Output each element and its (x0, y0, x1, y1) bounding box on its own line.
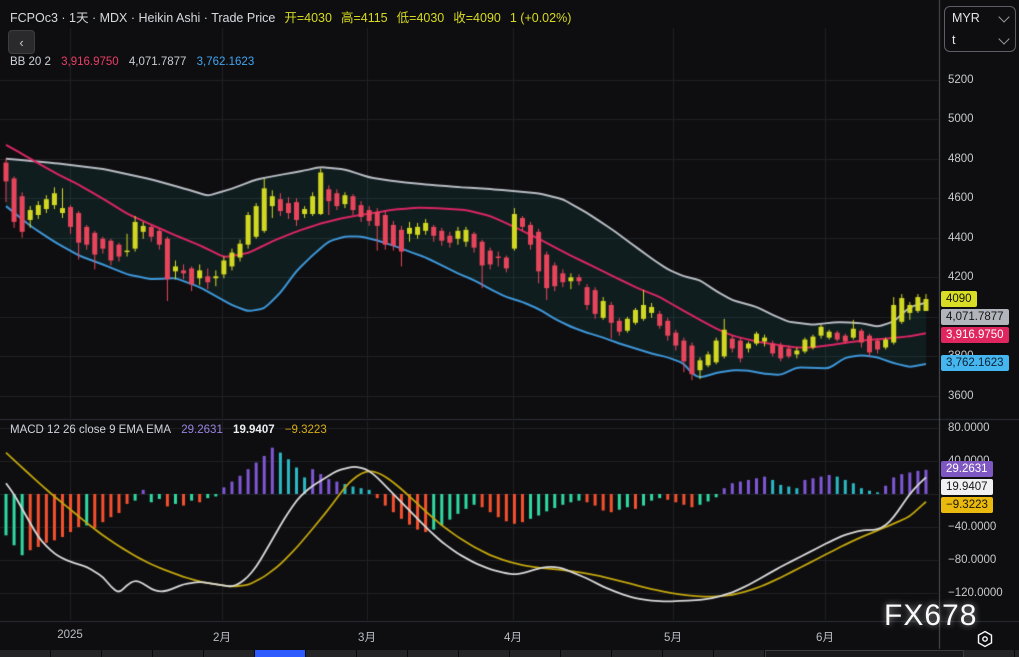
price-axis-label: 3600 (948, 390, 974, 402)
strip-tile[interactable] (459, 650, 510, 657)
macd-axis-label: −80.0000 (948, 554, 996, 566)
price-axis-label: 4800 (948, 153, 974, 165)
macd-label: MACD 12 26 close 9 EMA EMA (10, 424, 171, 436)
price-axis-label: 4200 (948, 271, 974, 283)
unit-value: t (952, 33, 955, 47)
watermark-text: FX678 (884, 599, 977, 632)
strip-tile[interactable] (612, 650, 663, 657)
strip-tile[interactable] (964, 650, 1015, 657)
macd-hist-value: 29.2631 (181, 424, 223, 436)
chart-header: FCPOc3 · 1天 · MDX · Heikin Ashi · Trade … (10, 7, 571, 26)
strip-tile-active[interactable] (255, 650, 306, 657)
bb-indicator-row[interactable]: BB 20 2 3,916.9750 4,071.7877 3,762.1623 (10, 56, 261, 68)
price-axis-label: 5000 (948, 113, 974, 125)
bb-upper-badge: 4,071.7877 (941, 309, 1009, 325)
strip-tile[interactable] (1015, 650, 1019, 657)
bb-lower-badge: 3,762.1623 (941, 355, 1009, 371)
strip-tile[interactable] (714, 650, 765, 657)
time-axis-label: 2025 (57, 629, 83, 641)
price-axis-label: 5200 (948, 74, 974, 86)
macd-signal-value: −9.3223 (285, 424, 327, 436)
strip-tile[interactable] (51, 650, 102, 657)
trading-chart-window: FCPOc3 · 1天 · MDX · Heikin Ashi · Trade … (0, 0, 1019, 657)
currency-dropdown[interactable]: MYR (945, 7, 1015, 29)
strip-tile[interactable] (408, 650, 459, 657)
last-price-badge: 4090 (941, 291, 977, 307)
time-axis-label: 3月 (358, 629, 376, 645)
macd-line-value: 19.9407 (233, 424, 275, 436)
unit-dropdown[interactable]: t (945, 29, 1015, 51)
strip-tile[interactable] (153, 650, 204, 657)
bb-label: BB 20 2 (10, 56, 51, 68)
back-button[interactable]: ‹ (8, 30, 35, 54)
strip-tile[interactable] (0, 650, 51, 657)
strip-tile[interactable] (357, 650, 408, 657)
strip-tile[interactable] (663, 650, 714, 657)
macd-hist-badge: 29.2631 (941, 461, 993, 477)
macd-signal-badge: −9.3223 (941, 497, 993, 513)
fx678-logo-icon (976, 630, 994, 648)
change-value: 1 (+0.02%) (510, 11, 572, 25)
macd-line-badge: 19.9407 (941, 479, 993, 495)
watermark: FX678 (884, 599, 977, 633)
ohlc-open: 开=4030 (284, 11, 332, 25)
macd-axis-label: −120.0000 (948, 587, 1003, 599)
time-axis-label: 2月 (213, 629, 231, 645)
chevron-down-icon (998, 11, 1009, 22)
chevron-left-icon: ‹ (19, 35, 23, 50)
bb-upper-value: 4,071.7877 (129, 56, 187, 68)
strip-tile[interactable] (510, 650, 561, 657)
bottom-strip[interactable] (0, 650, 1019, 657)
time-axis-label: 4月 (504, 629, 522, 645)
bb-mid-badge: 3,916.9750 (941, 327, 1009, 343)
chart-canvas[interactable] (0, 0, 1019, 657)
ohlc-high: 高=4115 (341, 11, 388, 25)
macd-axis-label: −40.0000 (948, 521, 996, 533)
macd-axis-label: 80.0000 (948, 422, 990, 434)
strip-tile[interactable] (102, 650, 153, 657)
strip-tile[interactable] (561, 650, 612, 657)
macd-indicator-row[interactable]: MACD 12 26 close 9 EMA EMA 29.2631 19.94… (10, 424, 334, 436)
bb-lower-value: 3,762.1623 (197, 56, 255, 68)
chevron-down-icon (998, 33, 1009, 44)
symbol-settings-box: MYR t (944, 6, 1016, 52)
time-axis-label: 5月 (664, 629, 682, 645)
strip-tile[interactable] (306, 650, 357, 657)
bb-mid-value: 3,916.9750 (61, 56, 119, 68)
price-axis-label: 4600 (948, 192, 974, 204)
strip-tile[interactable] (204, 650, 255, 657)
currency-value: MYR (952, 11, 980, 25)
price-axis-label: 4400 (948, 232, 974, 244)
symbol-title: FCPOc3 · 1天 · MDX · Heikin Ashi · Trade … (10, 11, 275, 25)
ohlc-close: 收=4090 (453, 11, 501, 25)
ohlc-low: 低=4030 (397, 11, 445, 25)
strip-tile[interactable] (765, 650, 964, 657)
time-axis-label: 6月 (816, 629, 834, 645)
